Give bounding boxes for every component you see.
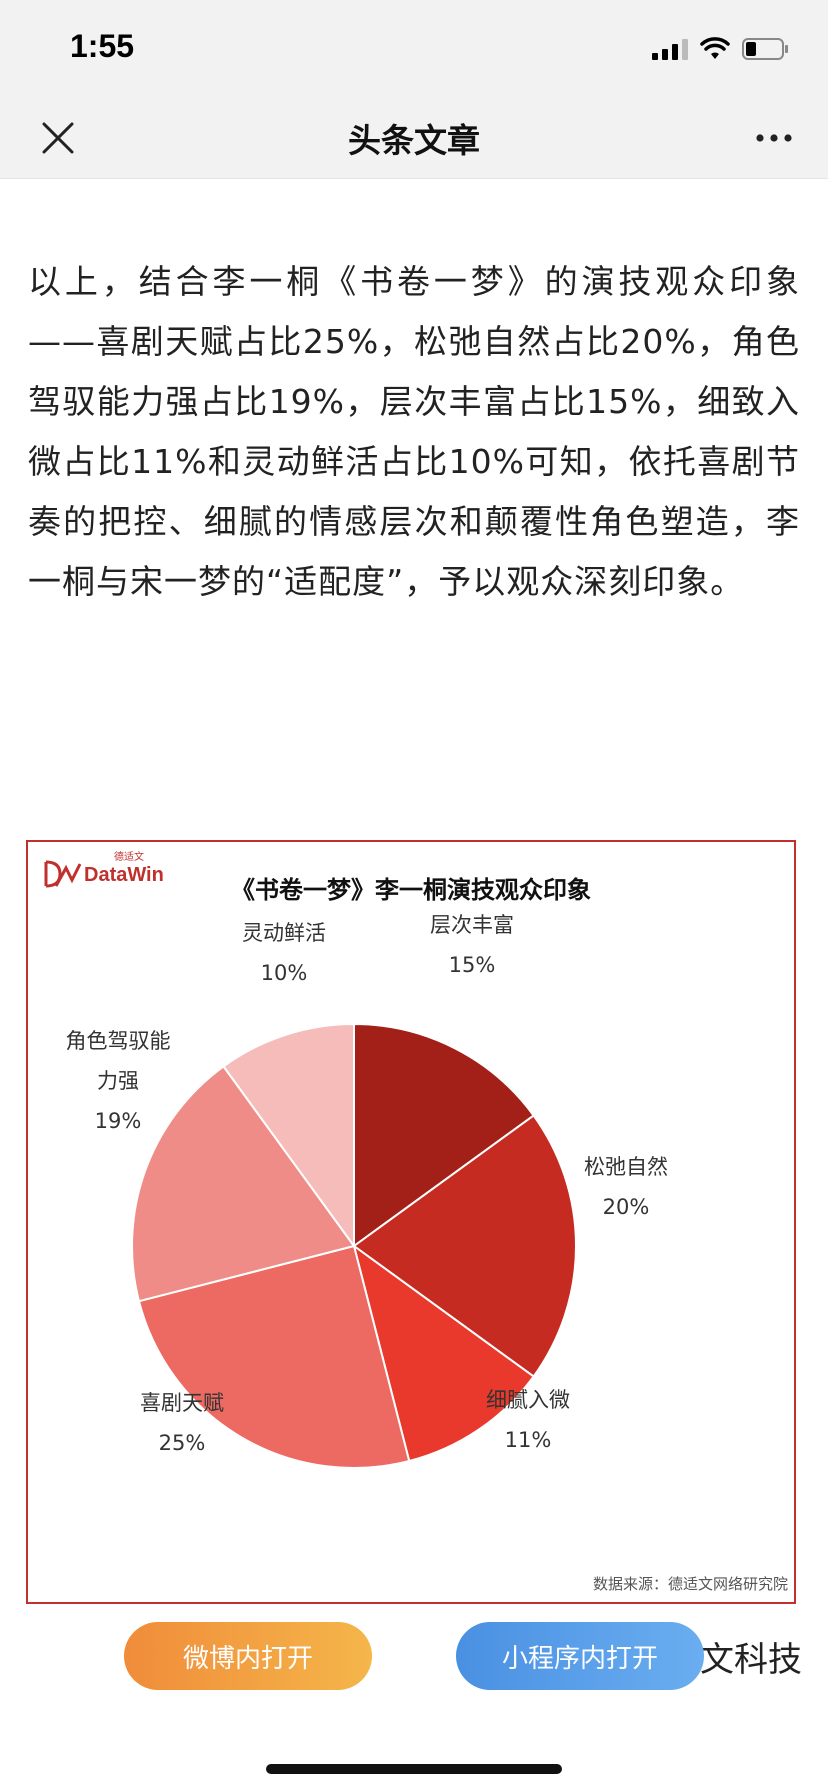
pie-label-4-line-0: 角色驾驭能 xyxy=(66,1029,171,1053)
battery-icon xyxy=(742,38,788,60)
pie-slice-3 xyxy=(137,1244,411,1469)
pie-value-label-1: 20% xyxy=(603,1195,650,1219)
pie-label-2: 细腻入微 xyxy=(486,1388,570,1412)
close-button[interactable] xyxy=(36,116,80,160)
pie-label-5: 灵动鲜活 xyxy=(242,921,326,945)
pie-slice-0 xyxy=(353,1022,535,1248)
pie-slice-1 xyxy=(352,1114,577,1378)
chart-source: 数据来源：德适文网络研究院 xyxy=(592,1575,788,1593)
pie-value-label-4: 19% xyxy=(95,1109,142,1133)
open-in-miniprogram-button[interactable]: 小程序内打开 xyxy=(456,1622,704,1690)
more-icon xyxy=(756,134,792,142)
status-time: 1:55 xyxy=(70,28,135,64)
logo-cn-text: 德适文 xyxy=(114,852,144,863)
chart-image: 德适文 DataWin 《书卷一梦》李一桐演技观众印象 层次丰富 15% 松弛自然 2… xyxy=(26,840,796,1604)
open-in-weibo-button[interactable]: 微博内打开 xyxy=(124,1622,372,1690)
pie-value-label-0: 15% xyxy=(449,953,496,977)
article-paragraph: 以上，结合李一桐《书卷一梦》的演技观众印象——喜剧天赋占比25%，松弛自然占比2… xyxy=(28,262,800,601)
pie-value-label-3: 25% xyxy=(159,1431,206,1455)
close-icon xyxy=(42,122,74,154)
status-icons xyxy=(652,34,790,64)
logo-en-text: DataWin xyxy=(84,864,164,886)
pie-value-label-5: 10% xyxy=(261,961,308,985)
page-title: 头条文章 xyxy=(348,121,480,160)
home-indicator xyxy=(266,1764,562,1774)
pie-chart: 层次丰富 15% 松弛自然 20% 细腻入微 11% 喜剧天赋 25% 角色驾驭能力强 19% 灵动… xyxy=(66,913,668,1469)
more-button[interactable] xyxy=(752,118,796,158)
datawin-logo-icon xyxy=(44,860,82,888)
status-bar: 1:55 xyxy=(0,0,828,100)
pie-slice-5 xyxy=(222,1022,355,1250)
datawin-logo xyxy=(42,854,82,894)
chart-title: 《书卷一梦》李一桐演技观众印象 xyxy=(231,876,591,904)
truncated-text: 文科技 xyxy=(700,1640,802,1680)
pie-label-3: 喜剧天赋 xyxy=(140,1391,224,1415)
pie-value-label-2: 11% xyxy=(505,1428,552,1452)
wifi-icon xyxy=(700,37,730,59)
pie-slice-4 xyxy=(131,1065,356,1303)
pie-label-1: 松弛自然 xyxy=(584,1155,668,1179)
pie-slice-2 xyxy=(352,1243,535,1463)
nav-bar: 头条文章 xyxy=(0,100,828,179)
pie-label-4-line-1: 力强 xyxy=(97,1069,139,1093)
pie-label-0: 层次丰富 xyxy=(430,913,514,937)
cellular-signal-icon xyxy=(652,38,688,60)
